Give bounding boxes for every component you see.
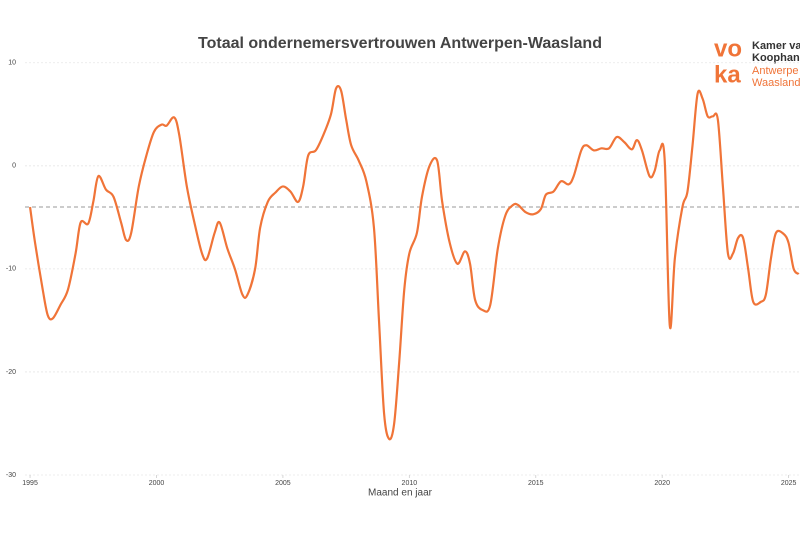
logo: vo ka Kamer va Koophan Antwerpe Waasland	[714, 35, 800, 89]
x-tick-label: 2020	[654, 480, 670, 487]
x-tick-label: 2015	[528, 480, 544, 487]
logo-mark: ka	[714, 61, 741, 88]
data-line	[28, 85, 800, 441]
x-axis-label: Maand en jaar	[368, 488, 433, 499]
x-tick-label: 2010	[402, 480, 418, 487]
y-tick-label: 10	[8, 60, 16, 67]
y-tick-label: -10	[6, 266, 16, 273]
chart-title: Totaal ondernemersvertrouwen Antwerpen-W…	[198, 35, 602, 52]
y-tick-label: -30	[6, 472, 16, 479]
logo-text: Kamer va	[752, 40, 800, 52]
logo-mark: vo	[714, 35, 742, 62]
x-tick-label: 2025	[781, 480, 797, 487]
x-tick-label: 2000	[149, 480, 165, 487]
logo-text: Antwerpe	[752, 65, 798, 77]
y-tick-label: 0	[12, 163, 16, 170]
logo-text: Waasland	[752, 77, 800, 89]
logo-text: Koophan	[752, 52, 800, 64]
x-tick-label: 1995	[22, 480, 38, 487]
y-tick-label: -20	[6, 369, 16, 376]
x-tick-label: 2005	[275, 480, 291, 487]
